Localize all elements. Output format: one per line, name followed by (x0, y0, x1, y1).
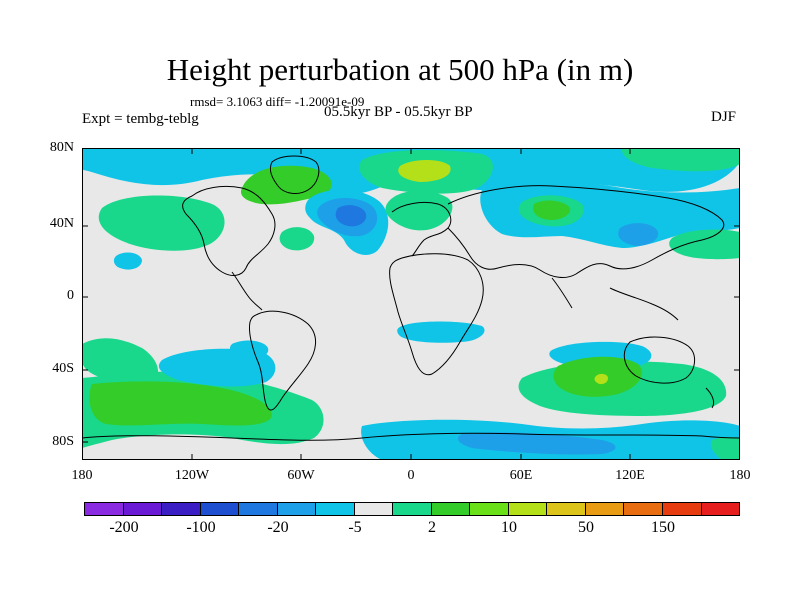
colorbar-label-neg5: -5 (348, 519, 362, 536)
colorbar-cell (508, 503, 548, 515)
lightgreen-region-subtropical-atlantic (279, 227, 315, 251)
plot-title: Height perturbation at 500 hPa (in m) (166, 52, 634, 87)
y-tick-80s: 80S (52, 434, 74, 449)
experiment-label: Expt = tembg-teblg (82, 111, 199, 127)
x-tick-120w: 120W (174, 468, 210, 483)
rmsd-label: rmsd= 3.1063 diff= -1.20091e-09 (190, 94, 365, 109)
yellowgreen-region-scandinavia (398, 160, 451, 182)
lightgreen-region-europe (385, 190, 453, 231)
x-tick-60e: 60E (509, 468, 533, 483)
season-label: DJF (711, 109, 737, 125)
lightgreen-region-southeast (710, 437, 740, 460)
colorbar-cell (316, 503, 355, 515)
x-tick-120e: 120E (615, 468, 645, 483)
colorbar-label-2: 2 (428, 519, 436, 536)
green-region-central-asia (533, 200, 571, 220)
subtitle-label: 05.5kyr BP - 05.5kyr BP (324, 104, 473, 120)
colorbar-cell (431, 503, 471, 515)
colorbar-cell (354, 503, 394, 515)
midblue-region-southern-ocean (457, 432, 616, 455)
colorbar-cell (162, 503, 201, 515)
colorbar-label-150: 150 (651, 519, 675, 536)
y-tick-40s: 40S (52, 361, 74, 376)
colorbar-cell (85, 503, 124, 515)
colorbar-cell (470, 503, 509, 515)
x-tick-180e: 180 (729, 468, 751, 483)
height-perturbation-map (82, 148, 740, 460)
blue-region-tropical-atlantic (397, 321, 485, 343)
y-tick-0: 0 (67, 288, 74, 303)
colorbar (84, 502, 740, 516)
x-tick-60w: 60W (287, 468, 315, 483)
yellow-spot-south-indian (594, 373, 608, 385)
colorbar-cell (662, 503, 702, 515)
lightblue-region-small-pacific (113, 252, 142, 270)
colorbar-cell (585, 503, 625, 515)
colorbar-cell (277, 503, 317, 515)
lightgreen-region-arctic-east (621, 148, 740, 172)
x-tick-0: 0 (407, 468, 415, 483)
blue-region-atlantic-core (335, 205, 367, 227)
lightgreen-region-north-pacific (98, 195, 225, 251)
colorbar-cell (547, 503, 586, 515)
colorbar-cell (200, 503, 240, 515)
colorbar-cell (239, 503, 278, 515)
y-tick-80n: 80N (49, 140, 74, 155)
colorbar-label-neg20: -20 (267, 519, 289, 536)
colorbar-cell (393, 503, 432, 515)
colorbar-cell (701, 503, 740, 515)
colorbar-label-50: 50 (578, 519, 594, 536)
colorbar-label-neg200: -200 (109, 519, 139, 536)
green-region-north-atlantic (240, 165, 332, 205)
coastlines (82, 155, 740, 441)
lightgreen-region-west-pacific (669, 229, 740, 260)
green-region-south-pacific-core (89, 381, 272, 426)
x-tick-180w: 180 (71, 468, 93, 483)
colorbar-cell (624, 503, 663, 515)
colorbar-label-10: 10 (501, 519, 517, 536)
axis-ticks (82, 148, 740, 460)
blue-region-south-pacific-low (158, 348, 276, 387)
colorbar-cell (123, 503, 163, 515)
colorbar-label-neg100: -100 (186, 519, 216, 536)
midblue-region-east-asia (618, 223, 659, 246)
y-tick-40n: 40N (49, 216, 74, 231)
